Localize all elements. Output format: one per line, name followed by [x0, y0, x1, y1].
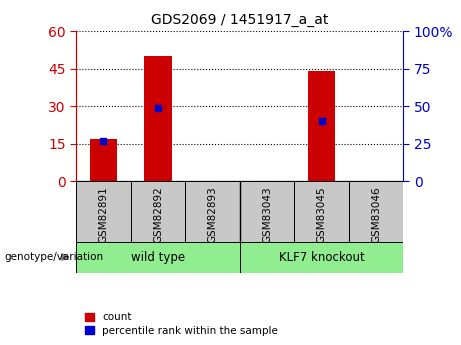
- Text: GSM83043: GSM83043: [262, 186, 272, 243]
- Bar: [144, 56, 171, 181]
- Bar: [130, 181, 185, 241]
- Title: GDS2069 / 1451917_a_at: GDS2069 / 1451917_a_at: [151, 13, 328, 27]
- Bar: [76, 181, 130, 241]
- Bar: [294, 181, 349, 241]
- Bar: [349, 181, 403, 241]
- Text: genotype/variation: genotype/variation: [5, 252, 104, 262]
- Text: wild type: wild type: [131, 250, 185, 264]
- Bar: [90, 139, 117, 181]
- Text: GSM82893: GSM82893: [207, 186, 218, 243]
- Text: GSM83046: GSM83046: [371, 186, 381, 243]
- Bar: [76, 241, 240, 273]
- Bar: [240, 181, 294, 241]
- Bar: [308, 71, 335, 181]
- Text: GSM82892: GSM82892: [153, 186, 163, 243]
- Bar: [240, 241, 403, 273]
- Text: KLF7 knockout: KLF7 knockout: [278, 250, 365, 264]
- Bar: [185, 181, 240, 241]
- Text: GSM83045: GSM83045: [317, 186, 326, 243]
- Text: GSM82891: GSM82891: [98, 186, 108, 243]
- Legend: count, percentile rank within the sample: count, percentile rank within the sample: [81, 308, 282, 340]
